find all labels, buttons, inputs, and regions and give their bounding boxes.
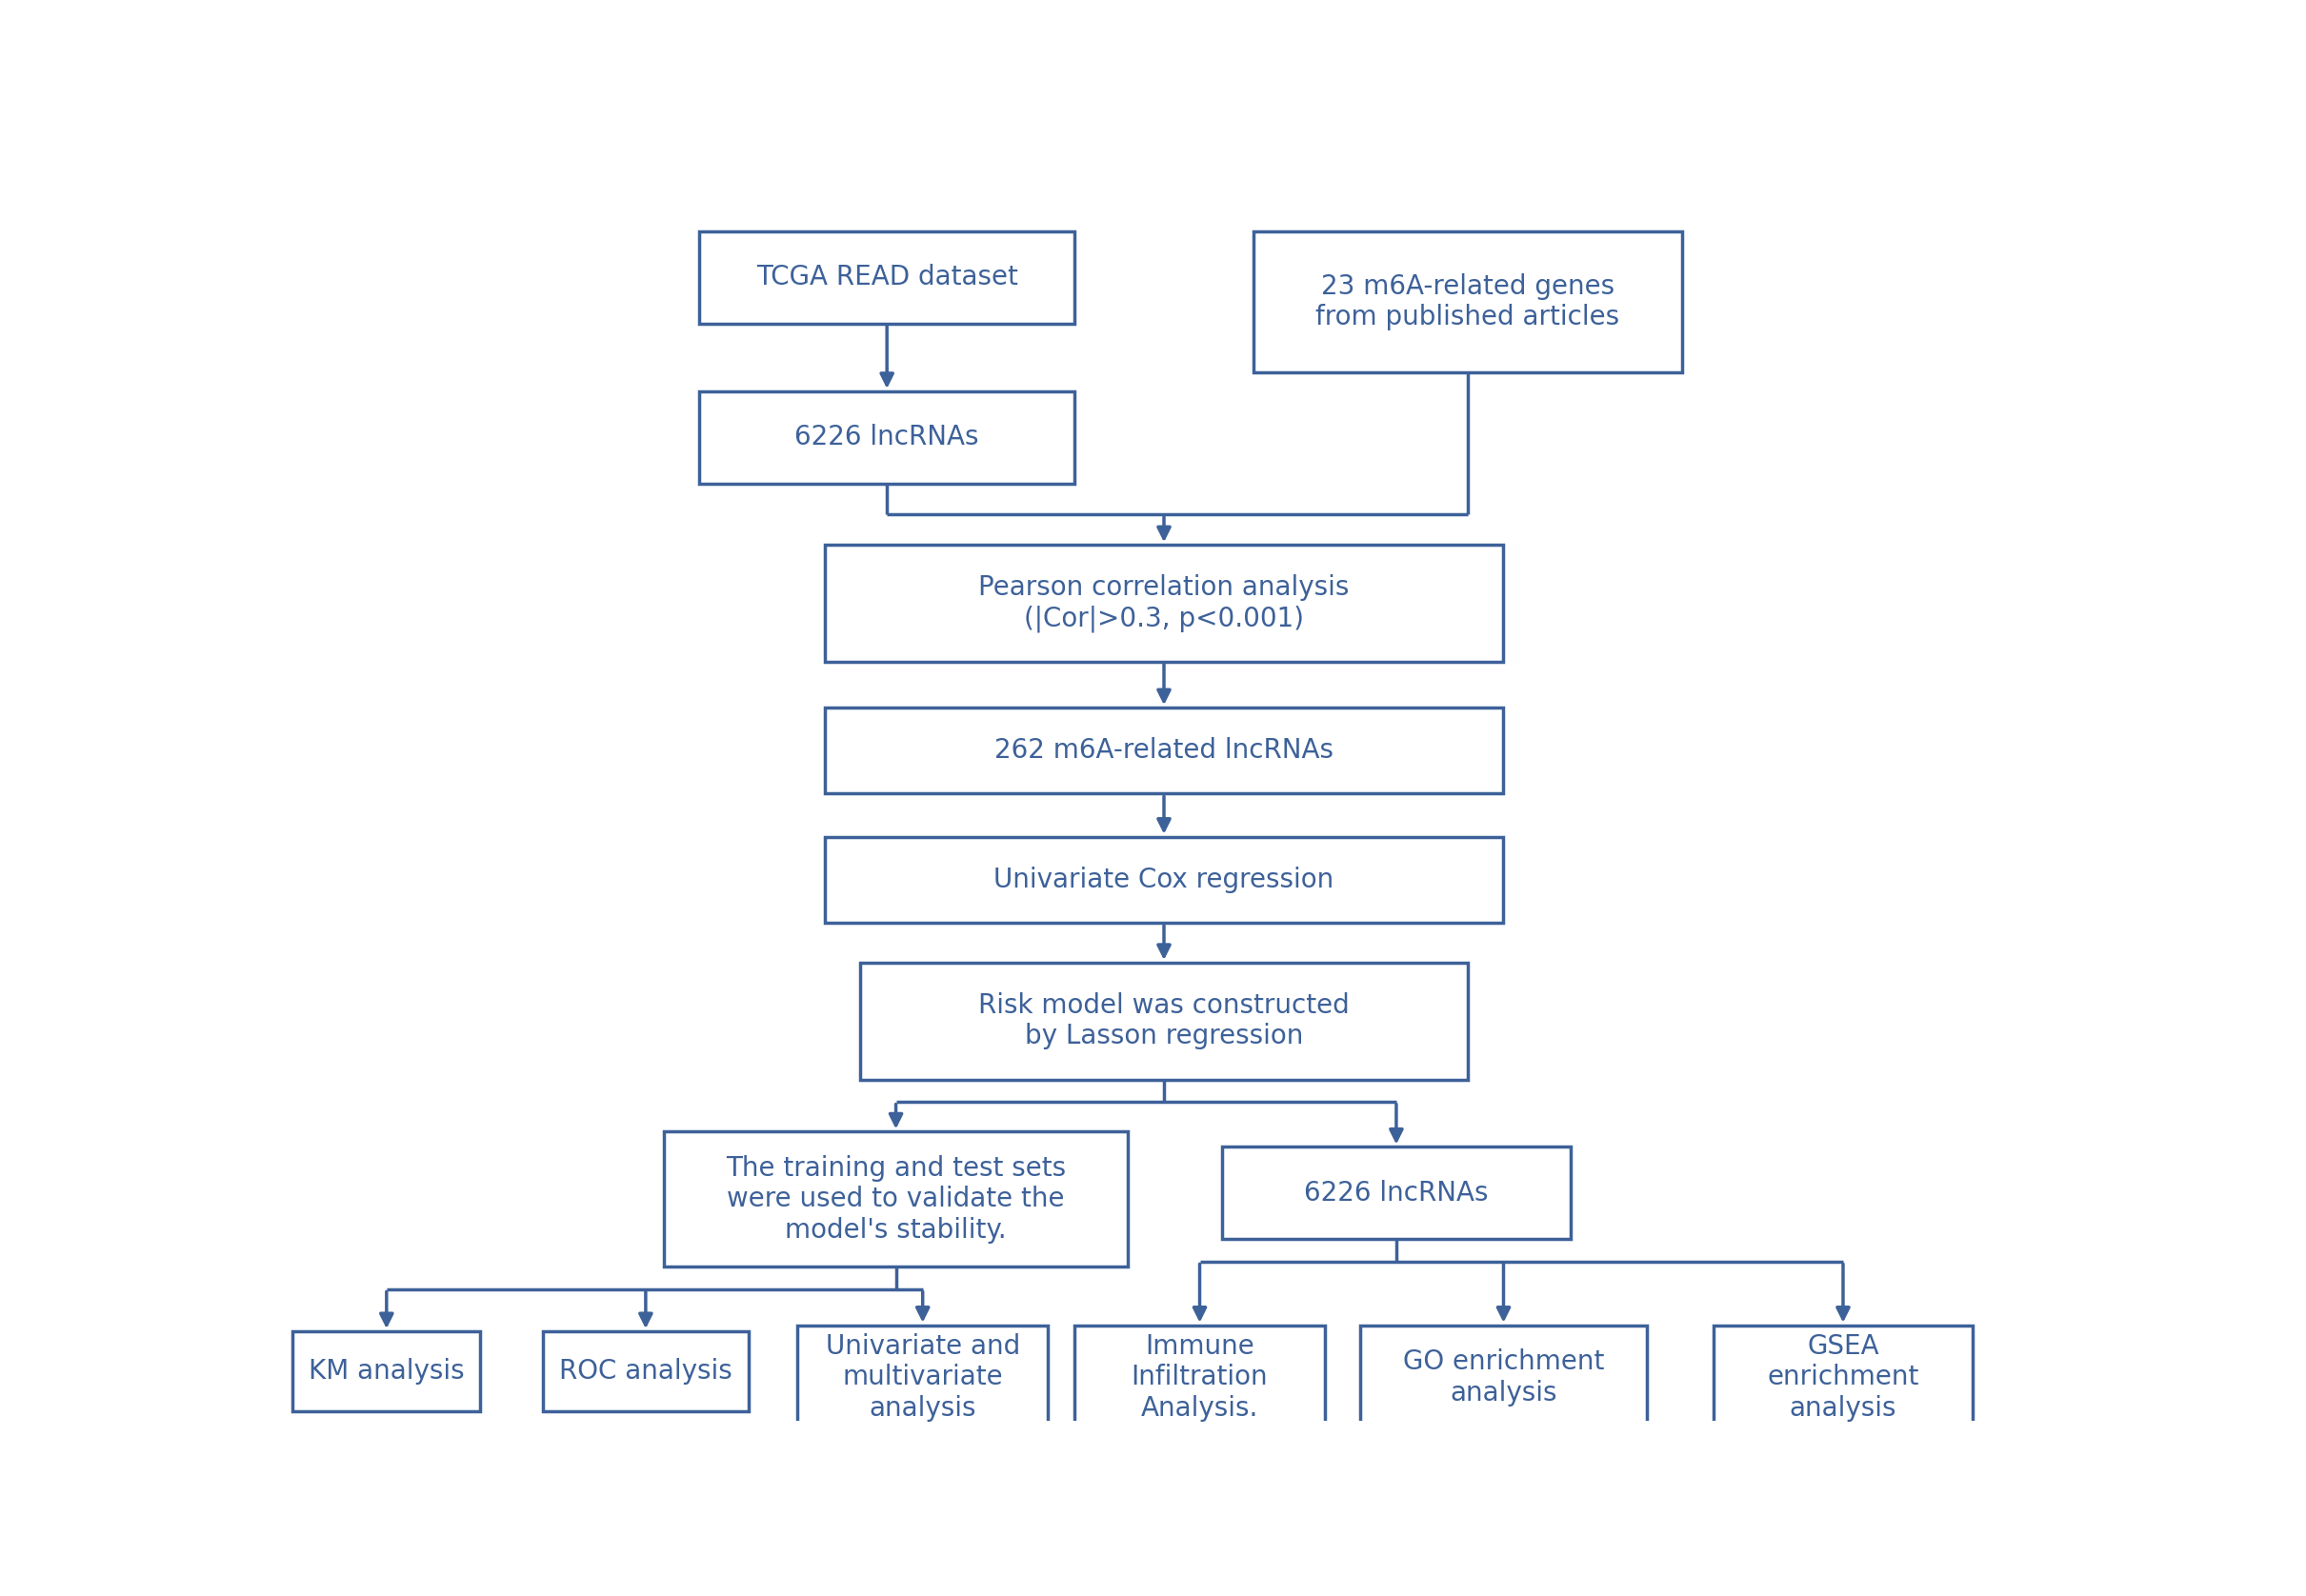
Text: 6226 lncRNAs: 6226 lncRNAs (796, 425, 980, 450)
Text: GSEA
enrichment
analysis: GSEA enrichment analysis (1766, 1333, 1919, 1422)
FancyBboxPatch shape (798, 1325, 1047, 1430)
FancyBboxPatch shape (826, 707, 1504, 793)
FancyBboxPatch shape (1713, 1325, 1972, 1430)
Text: KM analysis: KM analysis (309, 1358, 464, 1385)
Text: Immune
Infiltration
Analysis.: Immune Infiltration Analysis. (1132, 1333, 1268, 1422)
FancyBboxPatch shape (1222, 1148, 1570, 1238)
Text: Univariate Cox regression: Univariate Cox regression (994, 867, 1335, 894)
Text: Pearson correlation analysis
(|Cor|>0.3, p<0.001): Pearson correlation analysis (|Cor|>0.3,… (978, 575, 1349, 632)
FancyBboxPatch shape (293, 1331, 480, 1411)
Text: ROC analysis: ROC analysis (558, 1358, 733, 1385)
Text: Risk model was constructed
by Lasson regression: Risk model was constructed by Lasson reg… (978, 993, 1349, 1050)
FancyBboxPatch shape (699, 391, 1075, 484)
Text: 262 m6A-related lncRNAs: 262 m6A-related lncRNAs (994, 737, 1333, 764)
FancyBboxPatch shape (1254, 231, 1683, 373)
Text: TCGA READ dataset: TCGA READ dataset (756, 265, 1017, 290)
Text: 6226 lncRNAs: 6226 lncRNAs (1305, 1179, 1487, 1207)
FancyBboxPatch shape (542, 1331, 749, 1411)
FancyBboxPatch shape (826, 836, 1504, 922)
FancyBboxPatch shape (1361, 1325, 1646, 1430)
FancyBboxPatch shape (826, 544, 1504, 662)
Text: The training and test sets
were used to validate the
model's stability.: The training and test sets were used to … (726, 1156, 1065, 1243)
FancyBboxPatch shape (1075, 1325, 1326, 1430)
Text: 23 m6A-related genes
from published articles: 23 m6A-related genes from published arti… (1317, 273, 1619, 330)
FancyBboxPatch shape (699, 231, 1075, 324)
FancyBboxPatch shape (860, 962, 1469, 1079)
Text: Univariate and
multivariate
analysis: Univariate and multivariate analysis (826, 1333, 1019, 1422)
Text: GO enrichment
analysis: GO enrichment analysis (1402, 1349, 1605, 1406)
FancyBboxPatch shape (664, 1132, 1128, 1267)
